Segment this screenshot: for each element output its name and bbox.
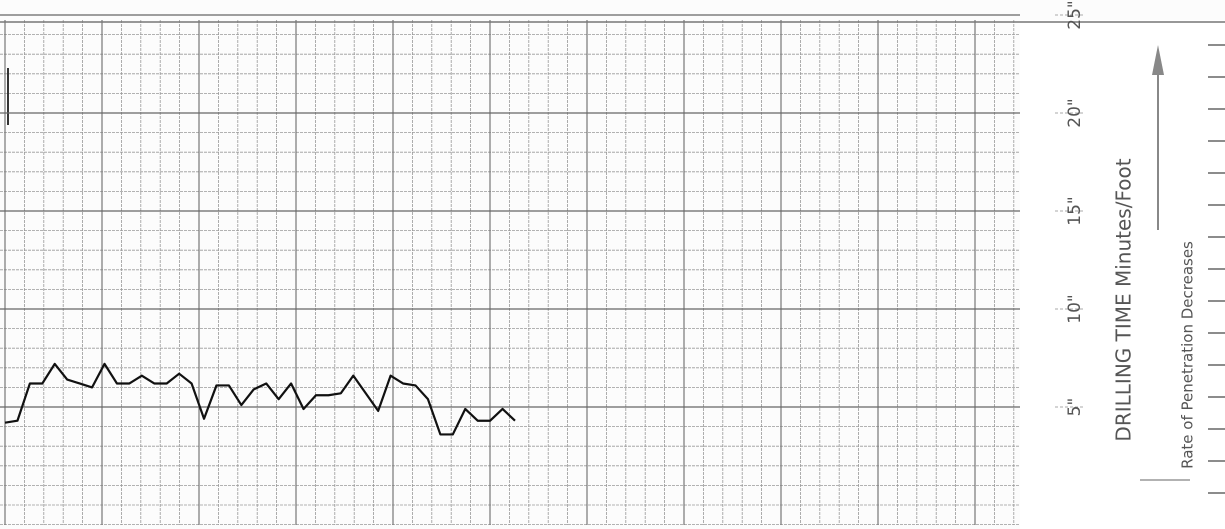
y-axis-label: DRILLING TIME Minutes/Foot: [1112, 158, 1136, 441]
y-tick-label: 20": [1065, 98, 1085, 127]
note: Rate of Penetration Decreases: [1179, 241, 1197, 469]
grid: [0, 20, 1225, 525]
y-tick-label: 25": [1065, 0, 1085, 29]
y-tick-label: 5": [1065, 398, 1085, 417]
y-tick-label: 10": [1065, 294, 1085, 323]
label-panel: [1020, 20, 1225, 529]
arrow-head: [1152, 45, 1164, 75]
y-tick-label: 15": [1065, 196, 1085, 225]
line: [4, 362, 516, 436]
